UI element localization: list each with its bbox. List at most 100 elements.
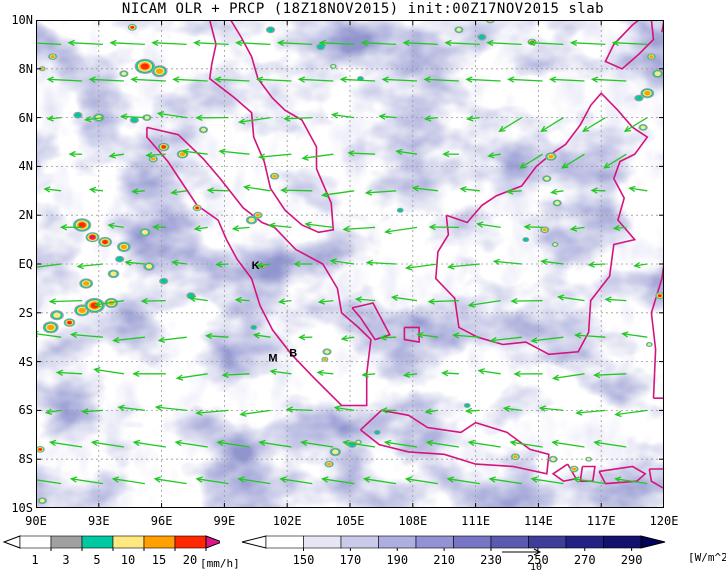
wind-vector-head (519, 162, 527, 169)
wind-vector (219, 150, 250, 155)
lon-label: 117E (586, 514, 616, 528)
wind-vector-head (513, 370, 521, 378)
wind-vector-head (93, 300, 102, 308)
wind-vector-head (48, 439, 57, 447)
wind-vector (240, 409, 271, 416)
wind-vector (132, 190, 145, 193)
wind-vector (50, 299, 83, 303)
wind-vector (159, 336, 187, 342)
wind-vector-head (614, 410, 622, 418)
wind-vector-head (304, 221, 312, 228)
precip-cell (145, 264, 153, 269)
wind-vector-head (465, 76, 473, 83)
wind-vector (499, 117, 523, 132)
wind-vector-head (83, 116, 92, 123)
wind-vector (531, 336, 564, 342)
wind-vector (529, 42, 564, 46)
olr-bar-label: 250 (527, 553, 549, 567)
wind-vector-head (255, 76, 264, 83)
precip-cell (571, 467, 577, 471)
wind-vector-head (423, 76, 431, 83)
wind-vector (236, 42, 271, 46)
precip-cell (67, 321, 72, 325)
coastline (648, 468, 664, 490)
wind-vector (634, 263, 648, 267)
wind-vector-head (510, 297, 518, 305)
wind-vector-head (362, 476, 371, 483)
wind-vector (594, 441, 627, 448)
precip-cell (255, 213, 260, 217)
wind-vector (155, 478, 187, 485)
precip-cell (644, 90, 651, 96)
lon-label: 120E (649, 514, 679, 528)
wind-vector (259, 441, 292, 448)
wind-vector (332, 114, 355, 119)
wind-vector-head (218, 148, 226, 155)
olr-bar-label: 150 (293, 553, 315, 567)
wind-vector-head (538, 405, 547, 412)
wind-vector (175, 441, 208, 448)
coastline (598, 465, 647, 485)
wind-vector-head (316, 369, 324, 377)
wind-vector-head (55, 369, 64, 376)
wind-vector-head (552, 374, 560, 381)
axis-ticks (36, 20, 664, 508)
wind-vector (257, 78, 292, 82)
wind-vector (71, 333, 104, 338)
wind-vector-head (404, 264, 413, 271)
wind-vector (68, 42, 104, 46)
wind-vector (89, 78, 124, 82)
wind-vector (385, 441, 418, 448)
precip-cell (513, 455, 518, 459)
lat-label: 10N (11, 13, 33, 27)
wind-vector (540, 407, 564, 412)
wind-vector-head (590, 187, 598, 194)
wind-vector (113, 478, 145, 485)
wind-vector (239, 116, 271, 123)
precip-bar-box (143, 535, 176, 549)
wind-vector-head (195, 476, 203, 483)
wind-vector (571, 226, 585, 230)
wind-vector (592, 78, 627, 82)
lon-label: 90E (25, 514, 47, 528)
wind-vector-head (255, 262, 264, 269)
precip-cell (554, 201, 560, 205)
wind-vector-head (215, 261, 223, 268)
wind-vector-head (76, 262, 84, 270)
wind-vector (571, 42, 606, 46)
wind-vector (215, 78, 250, 82)
wind-vector (196, 478, 229, 485)
wind-vector (511, 299, 543, 302)
wind-vector (194, 42, 229, 46)
precip-bar-label: 15 (152, 553, 166, 567)
wind-vector-head (69, 476, 78, 483)
wind-vector-head (486, 39, 494, 47)
wind-vector-head (447, 263, 455, 270)
wind-vector-head (633, 261, 641, 269)
wind-vector (478, 369, 501, 375)
wind-vector (302, 153, 334, 159)
wind-vector-head (593, 371, 601, 379)
wind-vector-head (93, 366, 101, 374)
olr-bar-box (490, 535, 529, 549)
precip-cell (121, 71, 127, 76)
wind-vector-head (395, 148, 403, 156)
precip-cell (523, 237, 529, 242)
olr-bar-box (303, 535, 342, 549)
precip-cell (50, 55, 55, 59)
wind-vector (507, 190, 522, 193)
wind-vector (153, 226, 166, 229)
wind-vector (244, 186, 271, 192)
wind-vector-head (216, 439, 224, 447)
wind-vector (406, 478, 438, 485)
wind-vector (466, 409, 480, 412)
wind-vector (460, 188, 480, 192)
wind-vector (622, 333, 648, 338)
wind-vector (448, 263, 480, 268)
wind-vector-head (611, 39, 620, 47)
wind-vector-head (188, 295, 196, 302)
wind-vector-head (300, 439, 308, 447)
wind-vector (603, 153, 627, 169)
precip-bar-label: 20 (183, 553, 197, 567)
wind-vector-head (181, 148, 189, 155)
